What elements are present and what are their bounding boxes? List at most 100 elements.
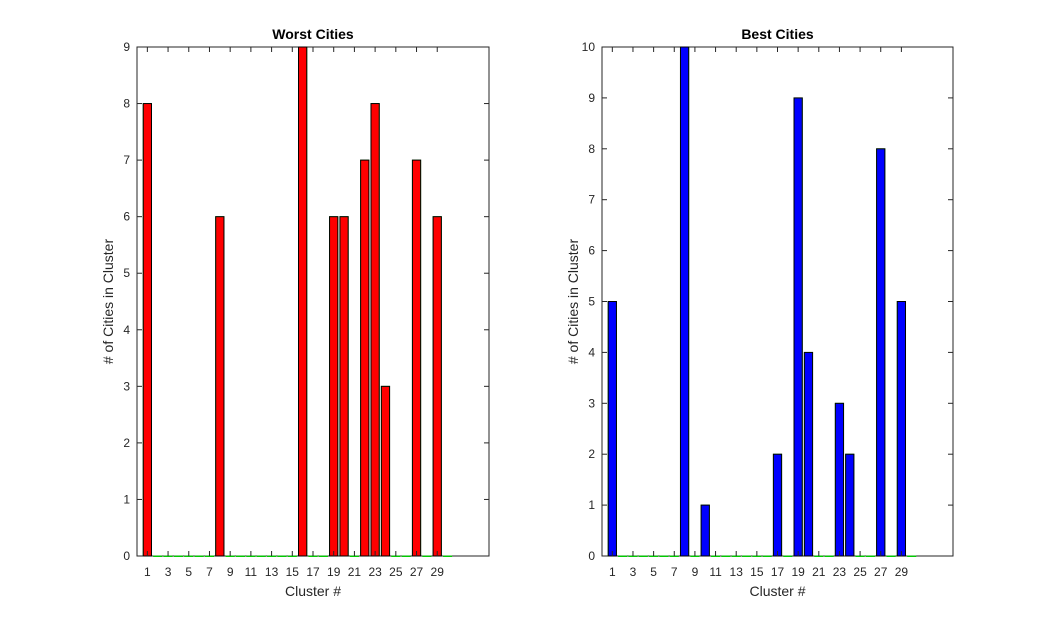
worst-xtick-label: 3: [165, 565, 172, 579]
worst-bar-cluster-8: [215, 216, 225, 557]
best-bar-cluster-24: [845, 453, 855, 557]
worst-bar-cluster-6: [194, 555, 204, 558]
worst-bar-cluster-5: [184, 555, 194, 558]
worst-bar-cluster-1: [142, 103, 152, 557]
worst-bar-cluster-29: [432, 216, 442, 557]
best-bar-cluster-9: [690, 555, 700, 558]
best-bar-cluster-8: [680, 46, 690, 557]
worst-ytick-label: 9: [123, 40, 130, 54]
worst-bar-cluster-20: [339, 216, 349, 557]
worst-bar-cluster-26: [401, 555, 411, 558]
best-xtick-label: 1: [609, 565, 616, 579]
worst-xtick-label: 25: [389, 565, 403, 579]
best-bar-cluster-25: [855, 555, 865, 558]
best-ytick-label: 4: [588, 345, 595, 359]
worst-bar-cluster-28: [422, 555, 432, 558]
worst-ytick-label: 5: [123, 266, 130, 280]
best-bar-cluster-3: [628, 555, 638, 558]
best-xtick-label: 25: [853, 565, 867, 579]
best-bar-cluster-5: [649, 555, 659, 558]
best-xtick-label: 5: [650, 565, 657, 579]
best-bar-cluster-27: [876, 148, 886, 557]
worst-bar-cluster-12: [256, 555, 266, 558]
worst-xtick-label: 21: [348, 565, 362, 579]
best-bar-outline-cluster-20: [803, 351, 814, 557]
worst-ytick-label: 4: [123, 323, 130, 337]
worst-xtick-label: 15: [286, 565, 300, 579]
worst-xtick-label: 29: [431, 565, 445, 579]
worst-bar-cluster-23: [370, 103, 380, 557]
best-bar-cluster-26: [865, 555, 875, 558]
best-xtick-label: 21: [812, 565, 826, 579]
best-bar-cluster-23: [834, 402, 844, 557]
worst-bar-cluster-13: [267, 555, 277, 558]
worst-ytick-label: 1: [123, 492, 130, 506]
best-x-axis-label: Cluster #: [749, 583, 805, 599]
best-xtick-label: 7: [671, 565, 678, 579]
best-xtick-label: 15: [750, 565, 764, 579]
worst-bar-cluster-15: [287, 555, 297, 558]
best-bar-outline-cluster-8: [679, 46, 690, 557]
best-bar-cluster-12: [721, 555, 731, 558]
worst-xtick-label: 13: [265, 565, 279, 579]
worst-ytick-label: 8: [123, 97, 130, 111]
worst-bar-cluster-22: [360, 159, 370, 557]
best-bar-cluster-1: [607, 301, 617, 557]
best-xtick-label: 29: [895, 565, 909, 579]
best-ytick-label: 0: [588, 549, 595, 563]
worst-xtick-label: 7: [206, 565, 213, 579]
best-xtick-label: 19: [791, 565, 805, 579]
best-bar-cluster-6: [659, 555, 669, 558]
best-ytick-label: 3: [588, 396, 595, 410]
best-xtick-label: 9: [692, 565, 699, 579]
best-ytick-label: 7: [588, 193, 595, 207]
worst-bar-cluster-21: [349, 555, 359, 558]
worst-bar-cluster-10: [235, 555, 246, 558]
best-bar-cluster-4: [638, 555, 648, 558]
worst-ytick-label: 0: [123, 549, 130, 563]
best-xtick-label: 11: [709, 565, 722, 579]
worst-bar-cluster-4: [173, 555, 183, 558]
best-bar-cluster-10: [700, 504, 710, 557]
worst-bar-cluster-2: [153, 555, 163, 558]
worst-ytick-label: 6: [123, 210, 130, 224]
best-bar-cluster-20: [803, 351, 814, 557]
best-bar-cluster-7: [669, 555, 679, 558]
best-bar-cluster-21: [814, 555, 824, 558]
best-bar-cluster-15: [752, 555, 762, 558]
worst-bar-outline-cluster-22: [360, 159, 370, 557]
best-xtick-label: 3: [630, 565, 637, 579]
best-bar-cluster-11: [711, 555, 721, 558]
worst-xtick-label: 17: [306, 565, 320, 579]
best-bar-cluster-19: [793, 97, 803, 557]
best-bar-cluster-14: [742, 555, 752, 558]
worst-bar-cluster-14: [277, 555, 287, 558]
best-bar-cluster-29: [896, 301, 906, 557]
best-bar-cluster-30: [907, 555, 917, 558]
best-xtick-label: 13: [730, 565, 744, 579]
worst-xtick-label: 27: [410, 565, 424, 579]
worst-xtick-label: 19: [327, 565, 341, 579]
best-bar-outline-cluster-10: [700, 504, 710, 557]
best-ytick-label: 9: [588, 91, 595, 105]
worst-bar-cluster-16: [298, 46, 308, 557]
best-ytick-label: 1: [588, 498, 595, 512]
best-ytick-label: 5: [588, 295, 595, 309]
worst-bar-cluster-11: [246, 555, 256, 558]
worst-ytick-label: 7: [123, 153, 130, 167]
worst-bar-outline-cluster-24: [380, 385, 391, 557]
worst-x-axis-label: Cluster #: [285, 583, 341, 599]
worst-xtick-label: 23: [368, 565, 382, 579]
best-bar-cluster-2: [618, 555, 628, 558]
best-ytick-label: 6: [588, 244, 595, 258]
worst-xtick-label: 11: [245, 565, 258, 579]
best-chart-title: Best Cities: [741, 26, 814, 42]
best-ytick-label: 10: [582, 40, 596, 54]
worst-chart-title: Worst Cities: [272, 26, 354, 42]
worst-xtick-label: 9: [227, 565, 234, 579]
worst-bar-cluster-18: [318, 555, 328, 558]
worst-bar-cluster-24: [380, 385, 391, 557]
